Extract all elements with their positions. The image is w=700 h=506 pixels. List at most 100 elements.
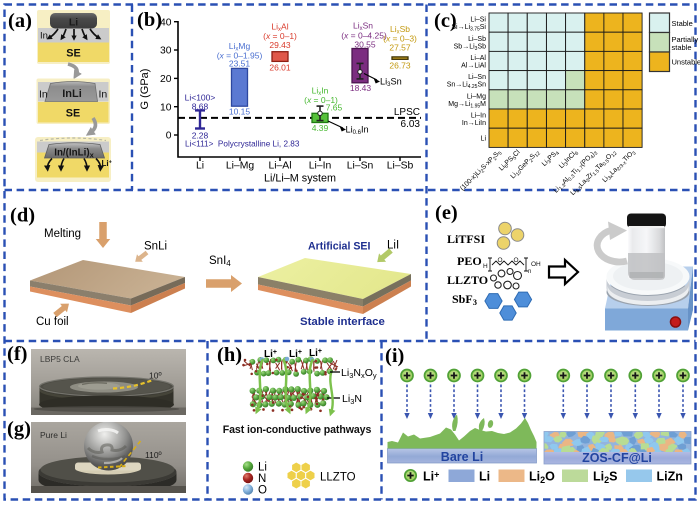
svg-text:Sn→Li4.25Sn: Sn→Li4.25Sn bbox=[447, 82, 486, 91]
svg-text:(x = 0–3): (x = 0–3) bbox=[383, 34, 417, 44]
svg-text:H: H bbox=[483, 263, 488, 270]
svg-text:ZOS-CF@Li: ZOS-CF@Li bbox=[582, 451, 652, 465]
svg-text:LiZn: LiZn bbox=[657, 470, 683, 484]
svg-text:LLZTO: LLZTO bbox=[320, 472, 356, 484]
svg-text:40: 40 bbox=[160, 17, 172, 28]
svg-text:7.65: 7.65 bbox=[326, 103, 343, 113]
svg-text:n: n bbox=[528, 269, 531, 275]
svg-text:Li2S: Li2S bbox=[593, 470, 617, 486]
svg-text:Li–Si: Li–Si bbox=[470, 17, 486, 24]
svg-text:Li3N: Li3N bbox=[342, 393, 362, 406]
svg-text:SE: SE bbox=[66, 48, 80, 60]
svg-text:LixAl: LixAl bbox=[271, 22, 288, 34]
svg-text:O: O bbox=[498, 257, 503, 264]
svg-text:SE: SE bbox=[66, 108, 80, 120]
svg-text:Li0.6In: Li0.6In bbox=[346, 125, 369, 137]
svg-text:Li–In: Li–In bbox=[309, 161, 332, 172]
svg-text:Li<111> Polycrystalline Li, 2: Li<111> Polycrystalline Li, 2.83 bbox=[185, 140, 300, 149]
svg-text:Li+: Li+ bbox=[309, 348, 322, 359]
svg-text:Li–In: Li–In bbox=[471, 113, 486, 120]
svg-text:26.73: 26.73 bbox=[389, 61, 411, 71]
svg-text:30: 30 bbox=[160, 46, 172, 57]
svg-text:10: 10 bbox=[160, 102, 172, 113]
svg-text:(g): (g) bbox=[7, 418, 31, 440]
svg-text:0: 0 bbox=[166, 131, 172, 142]
svg-text:8.68: 8.68 bbox=[192, 101, 209, 111]
svg-text:Li: Li bbox=[258, 462, 267, 474]
svg-text:26.01: 26.01 bbox=[269, 63, 291, 73]
svg-text:Li: Li bbox=[481, 135, 487, 142]
svg-text:In/(InLi)x: In/(InLi)x bbox=[54, 148, 94, 160]
svg-text:Li/Li–M system: Li/Li–M system bbox=[264, 173, 336, 185]
svg-text:SbF3: SbF3 bbox=[452, 292, 477, 307]
svg-text:SnLi: SnLi bbox=[144, 241, 167, 253]
svg-text:Pure Li: Pure Li bbox=[40, 430, 67, 440]
svg-text:Unstable: Unstable bbox=[672, 58, 700, 67]
svg-text:Li+: Li+ bbox=[289, 349, 302, 360]
svg-text:LixSb: LixSb bbox=[390, 24, 410, 36]
svg-text:Al→LiAl: Al→LiAl bbox=[461, 63, 486, 70]
svg-text:(x = 0–4.25): (x = 0–4.25) bbox=[341, 31, 387, 41]
svg-text:(100-x)Li2S-xP2S5: (100-x)Li2S-xP2S5 bbox=[459, 149, 504, 194]
svg-text:Fast ion-conductive pathways: Fast ion-conductive pathways bbox=[223, 424, 372, 436]
svg-text:O: O bbox=[514, 257, 519, 264]
svg-text:(b): (b) bbox=[137, 9, 162, 31]
svg-text:Li–Sb: Li–Sb bbox=[387, 161, 414, 172]
svg-text:(a): (a) bbox=[8, 10, 32, 32]
svg-text:(e): (e) bbox=[435, 202, 458, 224]
svg-text:(i): (i) bbox=[385, 345, 404, 367]
svg-text:Li–Al: Li–Al bbox=[470, 55, 486, 62]
svg-text:(c): (c) bbox=[434, 10, 457, 32]
svg-text:LiI: LiI bbox=[387, 240, 399, 252]
svg-text:Li–Sn: Li–Sn bbox=[347, 161, 374, 172]
svg-text:18.43: 18.43 bbox=[350, 83, 372, 93]
svg-text:Li3NxOy: Li3NxOy bbox=[341, 367, 377, 380]
svg-text:OH: OH bbox=[531, 261, 541, 268]
svg-text:O: O bbox=[258, 485, 267, 497]
svg-text:stable: stable bbox=[672, 43, 692, 52]
svg-text:27.57: 27.57 bbox=[389, 43, 411, 53]
svg-text:In: In bbox=[39, 89, 48, 101]
svg-text:Sb→Li3Sb: Sb→Li3Sb bbox=[454, 43, 486, 52]
svg-text:29.43: 29.43 bbox=[269, 40, 291, 50]
svg-text:In: In bbox=[40, 31, 48, 42]
svg-text:Li: Li bbox=[479, 470, 490, 484]
svg-text:(d): (d) bbox=[10, 205, 35, 227]
svg-text:Li2O: Li2O bbox=[529, 470, 555, 486]
svg-text:Cu foil: Cu foil bbox=[36, 316, 69, 328]
svg-text:G (GPa): G (GPa) bbox=[139, 69, 151, 110]
svg-text:30.55: 30.55 bbox=[354, 40, 376, 50]
svg-text:Li–Sb: Li–Sb bbox=[468, 36, 486, 43]
svg-text:(h): (h) bbox=[217, 344, 242, 366]
svg-text:Stable interface: Stable interface bbox=[300, 316, 385, 328]
svg-text:LPSC: LPSC bbox=[394, 107, 420, 118]
svg-text:In→LiIn: In→LiIn bbox=[462, 120, 486, 127]
svg-text:2.28: 2.28 bbox=[192, 130, 209, 140]
svg-text:InLi: InLi bbox=[62, 88, 82, 100]
svg-text:4.39: 4.39 bbox=[312, 123, 329, 133]
svg-text:20: 20 bbox=[160, 74, 172, 85]
svg-text:6.03: 6.03 bbox=[401, 119, 421, 130]
svg-text:Li–Mg: Li–Mg bbox=[467, 93, 486, 100]
svg-text:Li–Sn: Li–Sn bbox=[468, 74, 486, 81]
svg-text:Melting: Melting bbox=[44, 228, 81, 240]
svg-text:LixMg: LixMg bbox=[229, 41, 251, 53]
svg-text:Si→Li3.75Si: Si→Li3.75Si bbox=[451, 24, 486, 32]
svg-text:(x = 0–1): (x = 0–1) bbox=[304, 95, 338, 105]
svg-text:Li3Sn: Li3Sn bbox=[380, 77, 402, 89]
svg-text:Artificial SEI: Artificial SEI bbox=[308, 241, 370, 253]
svg-text:Li+: Li+ bbox=[423, 470, 439, 484]
svg-text:10º: 10º bbox=[149, 371, 162, 381]
svg-text:Mg→Li1.95M: Mg→Li1.95M bbox=[448, 101, 486, 110]
svg-text:In: In bbox=[99, 89, 108, 101]
svg-text:(f): (f) bbox=[7, 343, 27, 365]
svg-text:N: N bbox=[258, 473, 266, 485]
svg-text:LBP5 CLA: LBP5 CLA bbox=[40, 354, 80, 364]
svg-text:Partially: Partially bbox=[672, 35, 699, 44]
svg-text:SnI4: SnI4 bbox=[209, 255, 231, 268]
svg-text:Li+: Li+ bbox=[264, 349, 277, 360]
svg-text:110º: 110º bbox=[145, 450, 162, 460]
svg-text:Li–Mg: Li–Mg bbox=[226, 161, 255, 172]
svg-text:LixSn: LixSn bbox=[353, 21, 373, 33]
svg-text:Li: Li bbox=[69, 17, 78, 29]
